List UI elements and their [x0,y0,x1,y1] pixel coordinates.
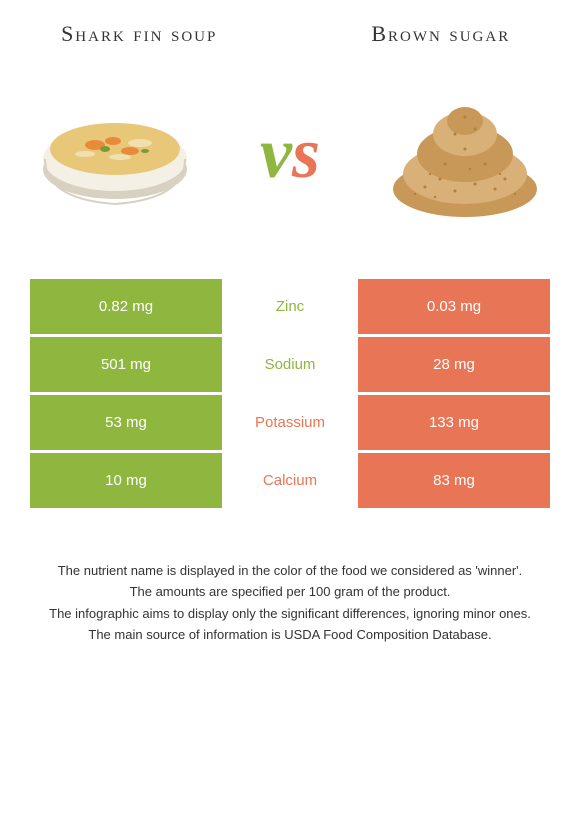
cell-left-value: 0.82 mg [30,279,222,334]
cell-right-value: 0.03 mg [358,279,550,334]
images-row: vs [30,69,550,239]
table-row: 53 mgPotassium133 mg [30,395,550,450]
table-row: 0.82 mgZinc0.03 mg [30,279,550,334]
cell-nutrient-label: Zinc [225,279,355,334]
footnote-line: The nutrient name is displayed in the co… [40,561,540,581]
footnote-line: The infographic aims to display only the… [40,604,540,624]
title-left: Shark fin soup [30,20,248,49]
footnote-line: The amounts are specified per 100 gram o… [40,582,540,602]
sugar-image [380,69,550,239]
vs-v: v [260,113,292,193]
cell-nutrient-label: Calcium [225,453,355,508]
footnotes: The nutrient name is displayed in the co… [30,561,550,647]
cell-left-value: 10 mg [30,453,222,508]
sugar-icon [385,79,545,229]
vs-s: s [292,113,320,193]
vs-badge: vs [260,112,320,195]
table-row: 501 mgSodium28 mg [30,337,550,392]
comparison-table: 0.82 mgZinc0.03 mg501 mgSodium28 mg53 mg… [30,279,550,511]
cell-right-value: 28 mg [358,337,550,392]
footnote-line: The main source of information is USDA F… [40,625,540,645]
cell-nutrient-label: Potassium [225,395,355,450]
cell-right-value: 133 mg [358,395,550,450]
soup-image [30,69,200,239]
cell-left-value: 53 mg [30,395,222,450]
cell-nutrient-label: Sodium [225,337,355,392]
title-right: Brown sugar [332,20,550,49]
table-row: 10 mgCalcium83 mg [30,453,550,508]
cell-right-value: 83 mg [358,453,550,508]
cell-left-value: 501 mg [30,337,222,392]
soup-icon [35,99,195,209]
